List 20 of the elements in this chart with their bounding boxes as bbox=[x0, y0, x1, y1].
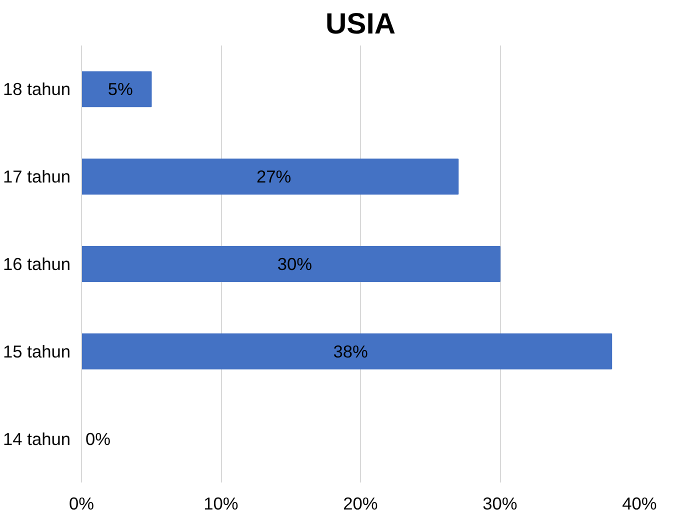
x-tick-label: 20% bbox=[343, 494, 378, 514]
y-tick-label: 17 tahun bbox=[3, 166, 70, 187]
bar bbox=[82, 333, 612, 370]
bar bbox=[82, 71, 152, 108]
bar bbox=[82, 158, 459, 195]
x-tick-label: 0% bbox=[68, 494, 94, 514]
y-tick-label: 16 tahun bbox=[3, 254, 70, 274]
x-tick-label: 10% bbox=[204, 494, 238, 514]
data-label: 5% bbox=[108, 79, 133, 100]
x-tick-label: 30% bbox=[482, 494, 518, 514]
data-label: 0% bbox=[86, 428, 111, 449]
chart-title: USIA bbox=[325, 8, 396, 40]
data-label: 30% bbox=[277, 254, 312, 274]
y-tick-label: 15 tahun bbox=[3, 341, 70, 362]
data-label: 27% bbox=[256, 166, 292, 187]
x-tick-label: 40% bbox=[622, 494, 657, 514]
y-tick-label: 14 tahun bbox=[3, 428, 70, 449]
data-label: 38% bbox=[333, 341, 368, 362]
y-tick-label: 18 tahun bbox=[3, 79, 70, 100]
bar bbox=[82, 246, 500, 282]
